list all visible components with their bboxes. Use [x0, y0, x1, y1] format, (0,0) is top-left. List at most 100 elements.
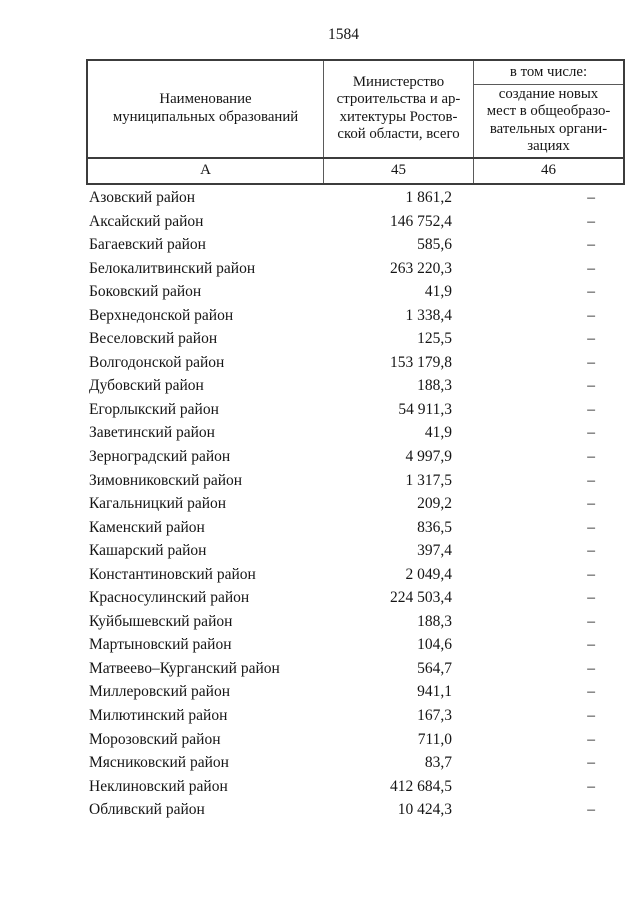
district-name: Каменский район — [89, 518, 205, 536]
total-value: 188,3 — [417, 377, 452, 395]
district-name: Мясниковский район — [89, 754, 229, 772]
new-places-value: – — [587, 801, 595, 819]
table-row: Каменский район 836,5 – — [86, 516, 601, 540]
column-letter-a: А — [86, 156, 324, 185]
total-value: 1 861,2 — [405, 189, 453, 206]
new-places-value: – — [587, 189, 595, 206]
table-row: Заветинский район 41,9 – — [86, 421, 601, 445]
new-places-value: – — [587, 707, 595, 725]
district-name: Мартыновский район — [89, 636, 232, 654]
new-places-value: – — [587, 353, 595, 371]
column-number-46: 46 — [473, 156, 625, 185]
district-name: Аксайский район — [89, 212, 204, 230]
total-value: 836,5 — [417, 518, 452, 536]
district-name: Обливский район — [89, 801, 205, 819]
district-name: Дубовский район — [89, 377, 204, 395]
header-including-label: в том числе: — [473, 59, 625, 85]
header-ministry-total-column: Министерство строительства и ар- хитекту… — [323, 59, 474, 159]
table-row: Морозовский район 711,0 – — [86, 728, 601, 752]
district-name: Кашарский район — [89, 542, 207, 560]
new-places-value: – — [587, 400, 595, 418]
new-places-value: – — [587, 589, 595, 607]
total-value: 188,3 — [417, 612, 452, 630]
district-name: Багаевский район — [89, 236, 206, 254]
district-name: Белокалитвинский район — [89, 259, 256, 277]
total-value: 41,9 — [424, 424, 452, 442]
new-places-value: – — [587, 259, 595, 277]
table-row: Красносулинский район 224 503,4 – — [86, 586, 601, 610]
district-name: Куйбышевский район — [89, 612, 233, 630]
district-name: Веселовский район — [89, 330, 218, 348]
new-places-value: – — [587, 448, 595, 466]
table-row: Константиновский район 2 049,4 – — [86, 563, 601, 587]
total-value: 585,6 — [417, 236, 452, 254]
district-name: Верхнедонской район — [89, 306, 234, 324]
table-row: Матвеево–Курганский район 564,7 – — [86, 657, 601, 681]
total-value: 10 424,3 — [397, 801, 452, 819]
total-value: 1 317,5 — [405, 471, 453, 489]
total-value: 125,5 — [417, 330, 452, 348]
district-name: Неклиновский район — [89, 777, 228, 795]
total-value: 397,4 — [417, 542, 452, 560]
column-number-45: 45 — [323, 156, 474, 185]
district-name: Зимовниковский район — [89, 471, 243, 489]
district-name: Азовский район — [89, 189, 196, 206]
new-places-value: – — [587, 730, 595, 748]
table-row: Куйбышевский район 188,3 – — [86, 610, 601, 634]
new-places-value: – — [587, 518, 595, 536]
new-places-value: – — [587, 377, 595, 395]
total-value: 167,3 — [417, 707, 452, 725]
total-value: 2 049,4 — [405, 565, 453, 583]
district-name: Волгодонской район — [89, 353, 225, 371]
district-name: Морозовский район — [89, 730, 221, 748]
district-name: Зерноградский район — [89, 448, 231, 466]
table-row: Милютинский район 167,3 – — [86, 704, 601, 728]
new-places-value: – — [587, 424, 595, 442]
table-row: Дубовский район 188,3 – — [86, 374, 601, 398]
total-value: 224 503,4 — [390, 589, 452, 607]
table-row: Багаевский район 585,6 – — [86, 233, 601, 257]
table-row: Веселовский район 125,5 – — [86, 327, 601, 351]
new-places-value: – — [587, 212, 595, 230]
district-name: Миллеровский район — [89, 683, 230, 701]
table-row: Зимовниковский район 1 317,5 – — [86, 469, 601, 493]
new-places-value: – — [587, 612, 595, 630]
new-places-value: – — [587, 542, 595, 560]
table-row: Белокалитвинский район 263 220,3 – — [86, 257, 601, 281]
total-value: 83,7 — [424, 754, 452, 772]
district-name: Милютинский район — [89, 707, 228, 725]
new-places-value: – — [587, 495, 595, 513]
new-places-value: – — [587, 636, 595, 654]
total-value: 146 752,4 — [390, 212, 452, 230]
table-row: Верхнедонской район 1 338,4 – — [86, 304, 601, 328]
new-places-value: – — [587, 777, 595, 795]
district-name: Заветинский район — [89, 424, 215, 442]
new-places-value: – — [587, 306, 595, 324]
new-places-value: – — [587, 330, 595, 348]
page-number: 1584 — [328, 26, 359, 43]
total-value: 209,2 — [417, 495, 452, 513]
total-value: 153 179,8 — [390, 353, 452, 371]
table-row: Мартыновский район 104,6 – — [86, 633, 601, 657]
district-name: Константиновский район — [89, 565, 256, 583]
district-name: Егорлыкский район — [89, 400, 219, 418]
total-value: 54 911,3 — [398, 400, 452, 418]
new-places-value: – — [587, 471, 595, 489]
district-name: Кагальницкий район — [89, 495, 227, 513]
new-places-value: – — [587, 683, 595, 701]
district-name: Матвеево–Курганский район — [89, 659, 280, 677]
district-name: Боковский район — [89, 283, 202, 301]
total-value: 1 338,4 — [405, 306, 453, 324]
district-name: Красносулинский район — [89, 589, 250, 607]
table-row: Боковский район 41,9 – — [86, 280, 601, 304]
table-row: Кагальницкий район 209,2 – — [86, 492, 601, 516]
table-row: Аксайский район 146 752,4 – — [86, 210, 601, 234]
header-municipality-column: Наименование муниципальных образований — [86, 59, 324, 159]
new-places-value: – — [587, 754, 595, 772]
table-row: Кашарский район 397,4 – — [86, 539, 601, 563]
total-value: 104,6 — [417, 636, 452, 654]
total-value: 564,7 — [417, 659, 452, 677]
table-header: Наименование муниципальных образований М… — [86, 59, 625, 185]
table-row: Миллеровский район 941,1 – — [86, 680, 601, 704]
